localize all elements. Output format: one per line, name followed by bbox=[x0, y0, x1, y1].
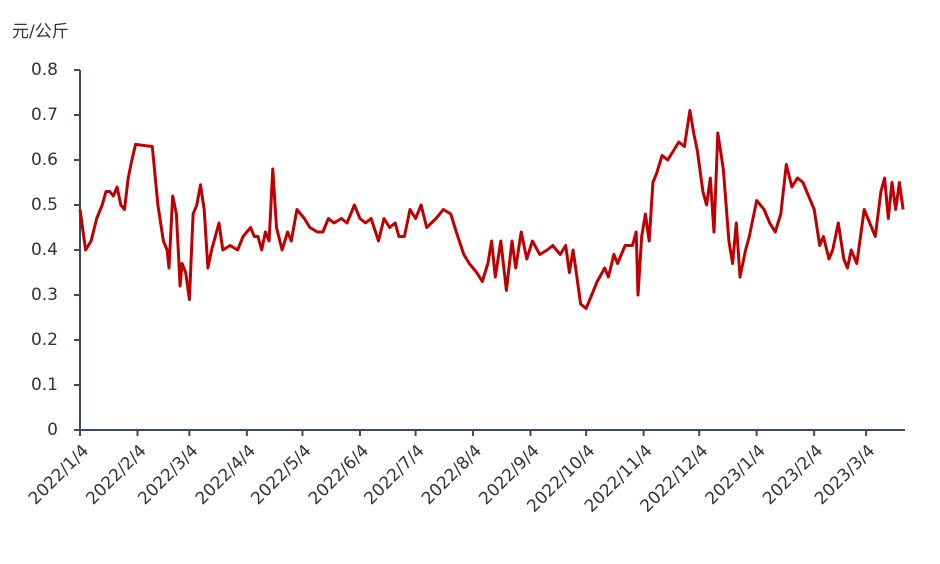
y-tick-label: 0.4 bbox=[31, 240, 58, 260]
x-tick-label: 2022/4/4 bbox=[192, 441, 260, 509]
y-tick-label: 0.7 bbox=[31, 105, 58, 125]
y-tick-label: 0.2 bbox=[31, 330, 58, 350]
price-line bbox=[78, 109, 905, 310]
y-tick-label: 0.5 bbox=[31, 195, 58, 215]
y-axis-label: 元/公斤 bbox=[12, 22, 69, 42]
x-tick-label: 2023/1/4 bbox=[702, 441, 770, 509]
x-tick-label: 2022/6/4 bbox=[305, 441, 373, 509]
x-tick-label: 2022/7/4 bbox=[360, 441, 428, 509]
y-tick-label: 0.1 bbox=[31, 375, 58, 395]
y-tick-label: 0 bbox=[47, 420, 58, 440]
x-tick-label: 2022/1/4 bbox=[25, 441, 93, 509]
x-tick-label: 2022/8/4 bbox=[418, 441, 486, 509]
y-tick-label: 0.8 bbox=[31, 60, 58, 80]
y-tick-label: 0.3 bbox=[31, 285, 58, 305]
y-tick-label: 0.6 bbox=[31, 150, 58, 170]
x-tick-label: 2022/5/4 bbox=[247, 441, 315, 509]
